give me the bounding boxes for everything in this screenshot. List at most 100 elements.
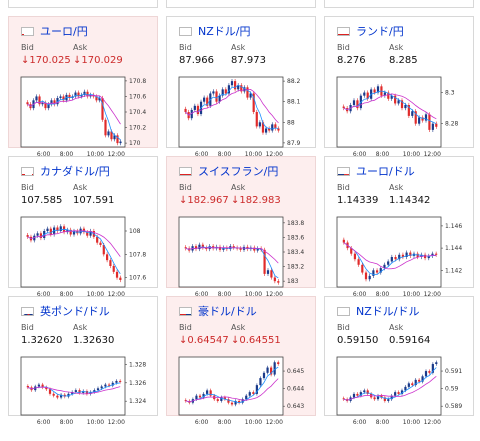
candle-body	[363, 390, 365, 392]
ask-value: ↓182.983	[231, 195, 281, 206]
candle-body	[108, 385, 110, 386]
candle-body	[113, 266, 115, 272]
currency-pair-title[interactable]: NZドル/ドル	[356, 303, 419, 319]
candle-body	[408, 383, 410, 387]
candle-body	[59, 96, 61, 98]
x-tick-label: 8:00	[60, 419, 74, 426]
card-title[interactable]: カナダドル/円	[21, 164, 110, 178]
candle-body	[119, 381, 121, 382]
flag-au-icon	[179, 307, 192, 316]
card-title[interactable]: NZドル/ドル	[337, 304, 419, 318]
candle-body	[184, 109, 186, 112]
bid-label: Bid	[179, 183, 192, 192]
candle-body	[210, 390, 212, 395]
currency-pair-title[interactable]: NZドル/円	[198, 23, 250, 39]
candle-body	[101, 386, 103, 388]
candle-body	[373, 89, 375, 92]
candle-body	[185, 247, 187, 248]
currency-pair-title[interactable]: 英ポンド/ドル	[40, 303, 110, 319]
candle-body	[27, 235, 29, 237]
candle-body	[206, 390, 208, 394]
x-tick-label: 12:00	[424, 419, 441, 426]
candle-body	[353, 100, 355, 105]
y-tick-label: 183.6	[287, 234, 304, 241]
candle-body	[435, 124, 437, 127]
card-title[interactable]: ユーロ/ドル	[337, 164, 415, 178]
candle-body	[343, 107, 345, 109]
candle-body	[252, 392, 254, 394]
candle-body	[397, 392, 399, 394]
ask-label: Ask	[389, 43, 403, 52]
candle-body	[46, 229, 48, 231]
candle-body	[270, 270, 272, 277]
currency-pair-title[interactable]: ユーロ/ドル	[356, 163, 415, 179]
card-title[interactable]: NZドル/円	[179, 24, 250, 38]
card-title[interactable]: スイスフラン/円	[179, 164, 278, 178]
candle-body	[365, 273, 367, 280]
bid-label: Bid	[337, 323, 350, 332]
candle-body	[36, 233, 38, 235]
candle-body	[265, 128, 267, 132]
ask-label: Ask	[231, 183, 245, 192]
candle-body	[234, 81, 236, 89]
bid-value: ↓0.64547	[179, 335, 229, 346]
candle-body	[225, 89, 227, 93]
candle-body	[277, 281, 279, 282]
candle-body	[411, 383, 413, 385]
candle-body	[109, 260, 111, 266]
bid-value: ↓170.025	[21, 55, 71, 66]
card-partial-1[interactable]	[8, 0, 158, 8]
y-tick-label: 107.8	[129, 251, 146, 258]
card-partial-2[interactable]	[166, 0, 316, 8]
card-title[interactable]: 豪ドル/ドル	[179, 304, 257, 318]
candle-body	[27, 386, 29, 387]
candle-body	[274, 278, 276, 282]
ask-label: Ask	[73, 323, 87, 332]
currency-pair-title[interactable]: ランド/円	[356, 23, 404, 39]
y-tick-label: 1.324	[129, 398, 146, 405]
card-partial-3[interactable]	[324, 0, 474, 8]
y-tick-label: 183.8	[287, 220, 304, 227]
candle-body	[394, 392, 396, 396]
currency-pair-title[interactable]: カナダドル/円	[40, 163, 110, 179]
candle-body	[212, 91, 214, 93]
candle-body	[369, 276, 371, 279]
currency-pair-title[interactable]: ユーロ/円	[40, 23, 88, 39]
bid-label: Bid	[21, 43, 34, 52]
card-title[interactable]: ユーロ/円	[21, 24, 88, 38]
candle-body	[397, 100, 399, 103]
candle-body	[198, 245, 200, 249]
card-title[interactable]: 英ポンド/ドル	[21, 304, 110, 318]
candle-body	[26, 102, 28, 104]
flag-ca-icon	[21, 167, 34, 176]
bid-value: 0.59150	[337, 335, 378, 346]
y-tick-label: 170.6	[129, 93, 146, 100]
card-title[interactable]: ランド/円	[337, 24, 404, 38]
candle-body	[271, 124, 273, 130]
currency-pair-title[interactable]: 豪ドル/ドル	[198, 303, 257, 319]
candle-body	[99, 243, 101, 245]
candle-body	[259, 378, 261, 385]
y-tick-label: 108	[129, 228, 141, 235]
flag-us-icon	[337, 167, 350, 176]
currency-pair-title[interactable]: スイスフラン/円	[198, 163, 278, 179]
candle-body	[49, 389, 51, 394]
